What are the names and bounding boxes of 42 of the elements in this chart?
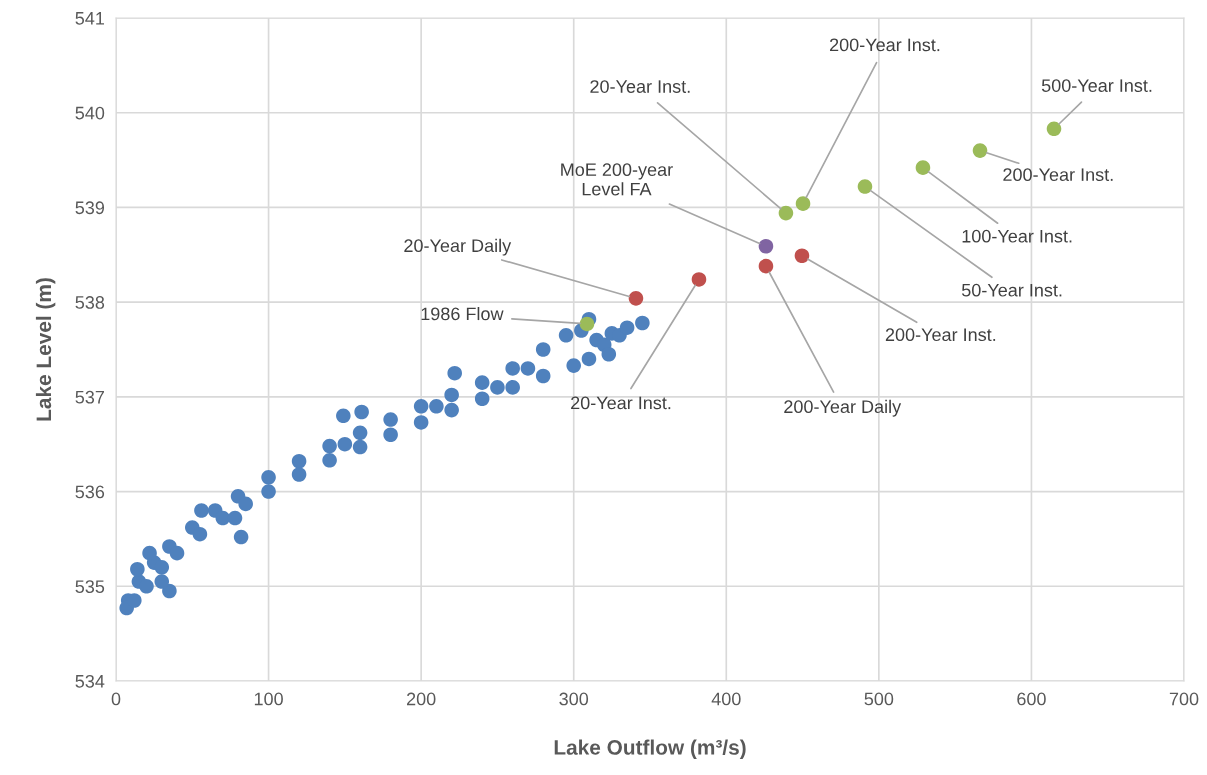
x-tick-label: 700 bbox=[1169, 692, 1199, 706]
y-tick-label: 535 bbox=[75, 580, 105, 594]
x-axis-title: Lake Outflow (m³/s) bbox=[554, 739, 746, 759]
point bbox=[1046, 121, 1062, 137]
point bbox=[628, 291, 644, 306]
annotation: 20-Year Daily bbox=[404, 238, 512, 256]
annotation: 100-Year Inst. bbox=[962, 229, 1072, 243]
point bbox=[915, 160, 931, 175]
y-tick-label: 539 bbox=[75, 201, 105, 215]
point bbox=[758, 258, 774, 274]
y-tick-label: 537 bbox=[75, 390, 104, 404]
annotation: 20-Year Inst. bbox=[571, 396, 671, 410]
y-tick-label: 540 bbox=[75, 106, 105, 120]
annotation: 200-Year Daily bbox=[784, 399, 902, 417]
x-tick-label: 200 bbox=[406, 692, 436, 706]
point bbox=[758, 238, 774, 254]
point bbox=[972, 143, 988, 158]
x-tick-label: 100 bbox=[254, 692, 283, 706]
x-tick-label: 500 bbox=[864, 692, 894, 706]
x-tick-label: 300 bbox=[559, 692, 589, 706]
point bbox=[857, 179, 873, 194]
annotation: MoE 200-year Level FA bbox=[561, 163, 673, 196]
x-tick-label: 600 bbox=[1017, 692, 1046, 706]
annotation: 200-Year Inst. bbox=[829, 38, 940, 52]
annotation: 1986 Flow bbox=[421, 306, 504, 321]
y-tick-label: 534 bbox=[75, 674, 105, 688]
point bbox=[795, 196, 811, 211]
annotation: 200-Year Inst. bbox=[885, 328, 996, 342]
point bbox=[579, 316, 595, 332]
annotation: 500-Year Inst. bbox=[1041, 79, 1152, 92]
y-tick-label: 536 bbox=[75, 485, 105, 499]
point bbox=[691, 272, 707, 287]
y-axis-title: Lake Level (m) bbox=[35, 278, 56, 421]
annotation: 20-Year Inst. bbox=[590, 80, 690, 93]
point bbox=[778, 205, 794, 221]
x-tick-label: 400 bbox=[711, 692, 741, 706]
annotation: 200-Year Inst. bbox=[1003, 168, 1113, 182]
annotation: 50-Year Inst. bbox=[961, 283, 1062, 297]
x-tick-label: 0 bbox=[111, 692, 121, 706]
y-tick-label: 538 bbox=[75, 296, 105, 309]
point bbox=[794, 248, 810, 264]
y-tick-label: 541 bbox=[75, 12, 105, 25]
